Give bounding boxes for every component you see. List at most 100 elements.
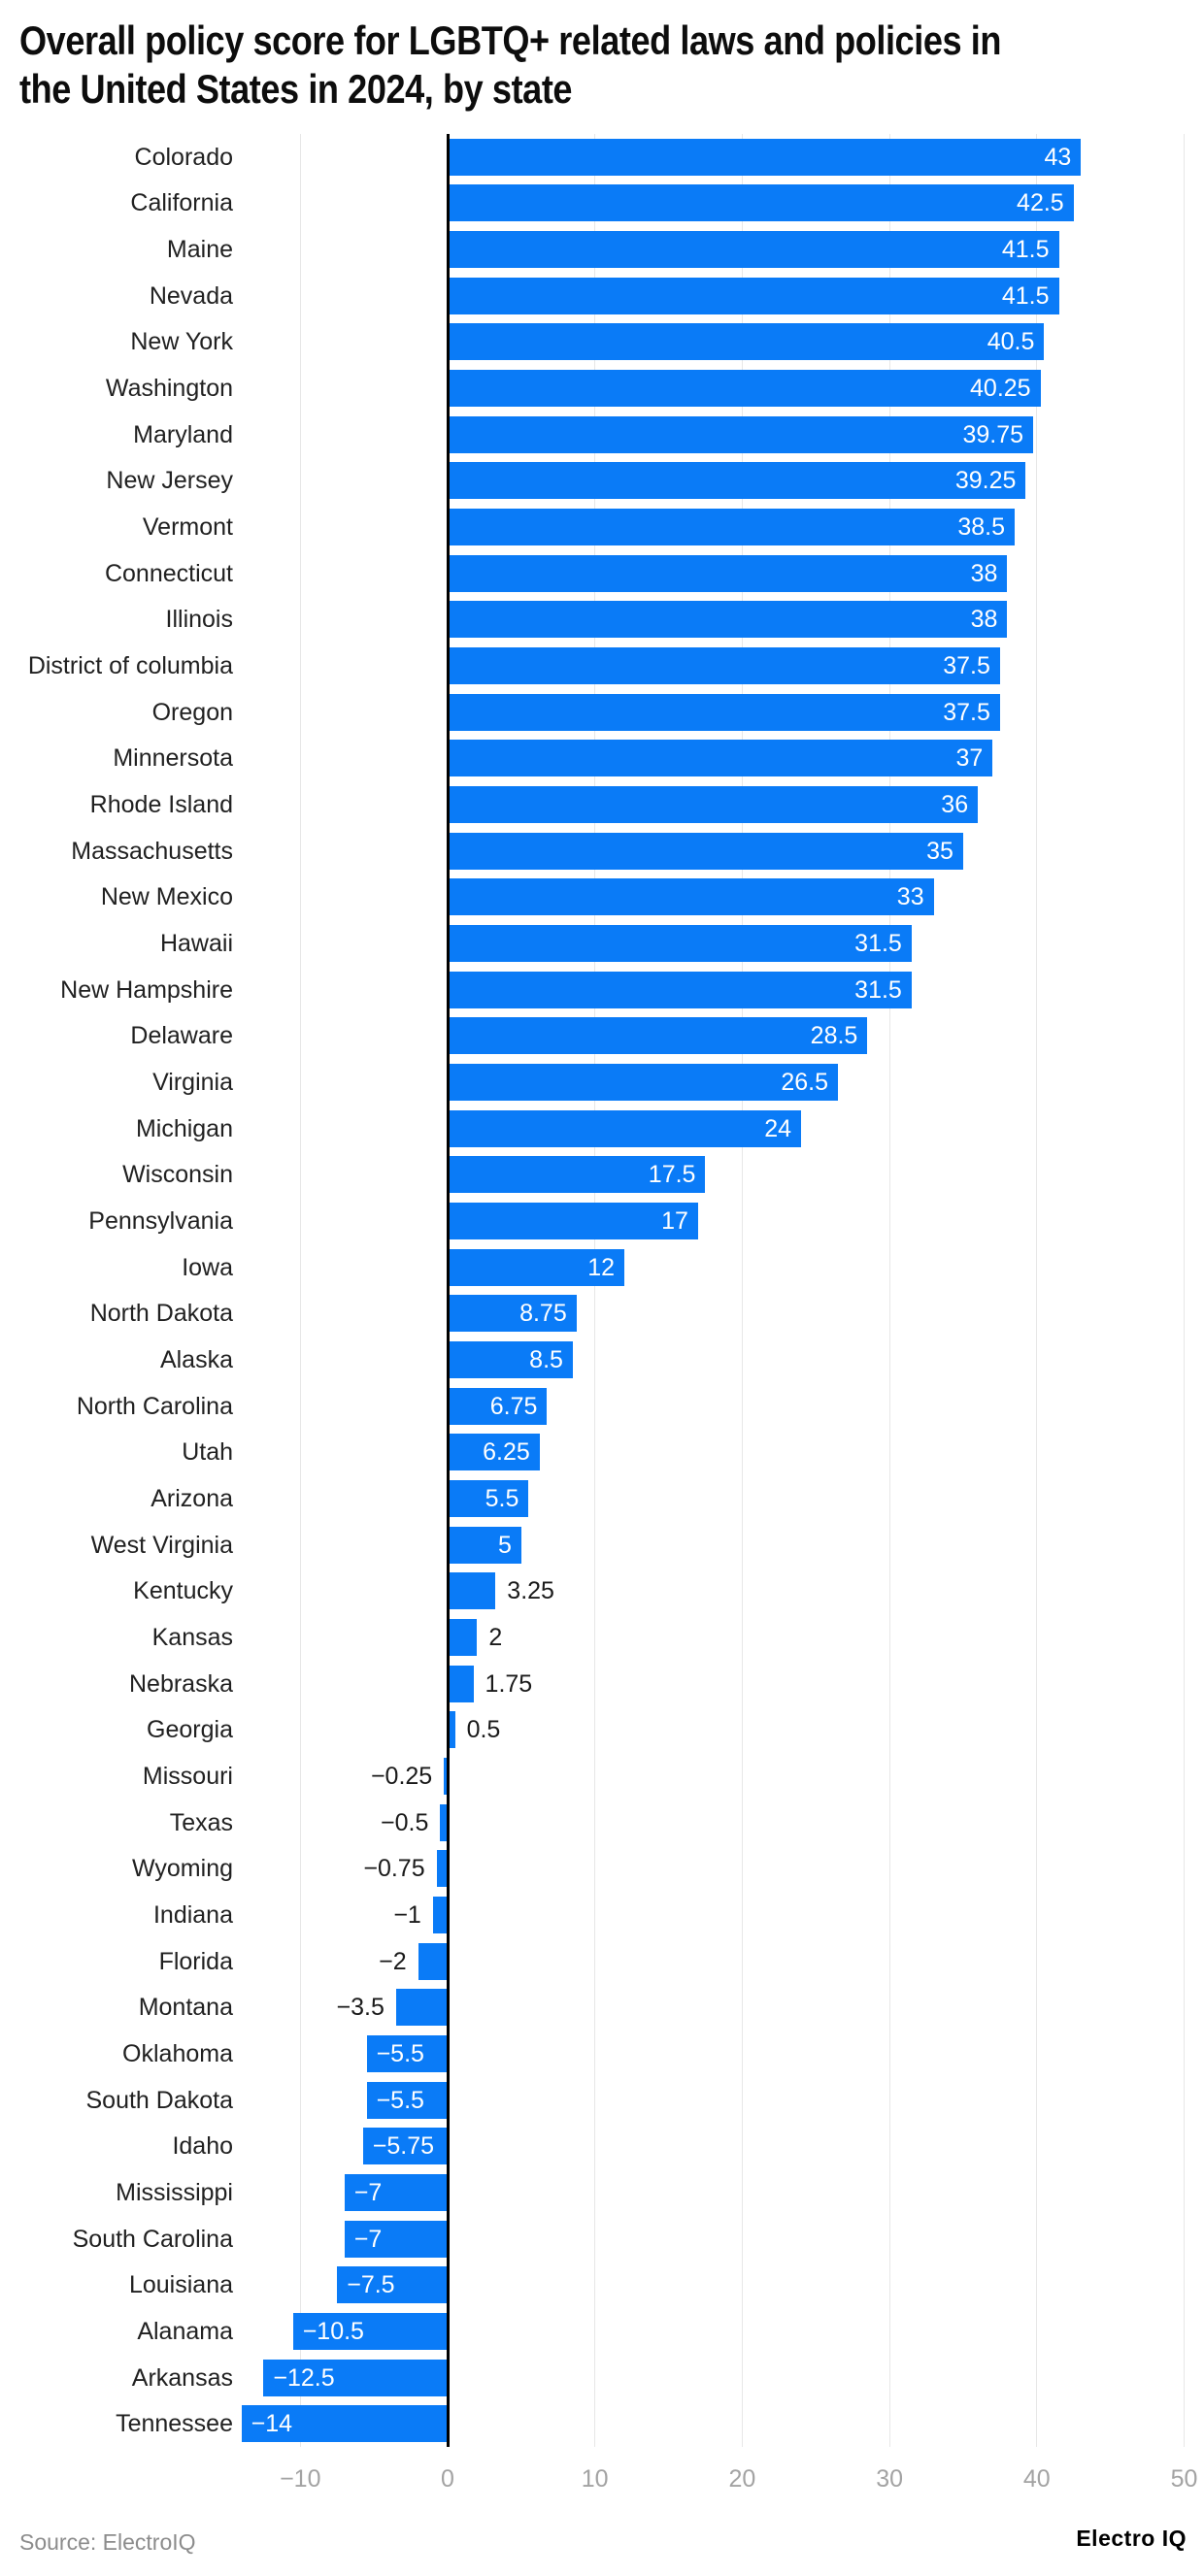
value-label: −5.5 — [376, 2039, 424, 2067]
value-label: 5.5 — [485, 1484, 519, 1512]
x-tick-label: −10 — [280, 2465, 321, 2493]
state-label: South Dakota — [85, 2086, 234, 2114]
state-label: Nebraska — [129, 1669, 233, 1698]
source-text: Source: ElectroIQ — [19, 2529, 196, 2555]
bar — [448, 925, 912, 963]
bar — [241, 2405, 448, 2443]
bar — [448, 509, 1016, 546]
value-label: −3.5 — [336, 1994, 385, 2022]
value-label: 38 — [970, 606, 998, 634]
value-label: 24 — [764, 1114, 792, 1142]
value-label: 42.5 — [1017, 189, 1064, 217]
state-label: New Hampshire — [60, 975, 233, 1004]
state-label: Delaware — [130, 1022, 233, 1050]
value-label: −7 — [353, 2225, 383, 2253]
bar — [448, 323, 1045, 361]
value-label: 17.5 — [648, 1161, 696, 1189]
value-label: −1 — [393, 1900, 421, 1929]
state-label: California — [130, 189, 233, 217]
state-label: Connecticut — [104, 559, 233, 587]
value-label: 5 — [497, 1531, 512, 1559]
value-label: 36 — [941, 791, 969, 819]
value-label: 37 — [955, 744, 984, 773]
bar — [448, 1711, 455, 1749]
value-label: 0.5 — [466, 1716, 501, 1744]
brand-logo-text: Electro IQ — [1076, 2526, 1187, 2551]
value-label: 2 — [488, 1623, 503, 1651]
bar — [448, 1434, 540, 1471]
bar — [344, 2173, 448, 2211]
bar — [418, 1942, 448, 1980]
state-label: Arkansas — [131, 2363, 233, 2392]
bar — [448, 1017, 868, 1055]
bar — [362, 2128, 448, 2165]
value-label: 37.5 — [943, 698, 990, 726]
value-label: 6.25 — [483, 1438, 530, 1467]
state-label: Wisconsin — [122, 1161, 233, 1189]
state-label: Nevada — [149, 281, 233, 310]
chart-title-line1: Overall policy score for LGBTQ+ related … — [19, 17, 1001, 63]
bar — [448, 184, 1074, 222]
state-label: New Mexico — [100, 883, 233, 911]
bar — [448, 1340, 573, 1378]
gridline — [299, 134, 301, 2447]
bar — [436, 1850, 448, 1888]
chart-title-line2: the United States in 2024, by state — [19, 66, 573, 112]
x-tick-label: 30 — [876, 2465, 903, 2493]
bar — [337, 2266, 448, 2304]
state-label: Georgia — [147, 1716, 233, 1744]
bar — [448, 415, 1033, 453]
bar — [448, 1248, 625, 1286]
bar — [448, 1156, 706, 1194]
state-label: North Carolina — [76, 1392, 233, 1420]
state-label: Oklahoma — [122, 2039, 233, 2067]
state-label: Maryland — [133, 420, 233, 448]
value-label: 1.75 — [485, 1669, 533, 1698]
state-label: Maine — [166, 236, 233, 264]
bar — [448, 647, 1000, 685]
bar — [448, 740, 993, 777]
value-label: −10.5 — [302, 2317, 364, 2345]
state-label: District of columbia — [27, 652, 233, 680]
state-label: Hawaii — [159, 930, 233, 958]
value-label: −0.5 — [381, 1808, 429, 1836]
state-label: Tennessee — [116, 2410, 233, 2438]
value-label: −7 — [353, 2178, 383, 2206]
bar — [448, 1479, 529, 1517]
state-label: Minnersota — [113, 744, 233, 773]
state-label: Colorado — [134, 143, 233, 171]
state-label: Illinois — [165, 606, 233, 634]
value-label: −5.5 — [376, 2086, 424, 2114]
value-label: −2 — [379, 1947, 407, 1975]
state-label: Massachusetts — [71, 837, 233, 865]
state-label: Indiana — [152, 1900, 233, 1929]
bar — [432, 1896, 448, 1933]
state-label: Montana — [138, 1994, 233, 2022]
state-label: Pennsylvania — [88, 1207, 233, 1235]
state-label: Oregon — [151, 698, 233, 726]
value-label: 39.25 — [954, 467, 1017, 495]
state-label: Idaho — [172, 2132, 233, 2161]
state-label: Wyoming — [132, 1855, 233, 1883]
bar — [448, 878, 934, 916]
state-label: Kentucky — [133, 1577, 233, 1605]
x-tick-label: 0 — [441, 2465, 454, 2493]
bar — [448, 370, 1041, 408]
value-label: −7.5 — [347, 2271, 395, 2299]
gridline — [594, 134, 596, 2447]
state-label: North Dakota — [89, 1300, 233, 1328]
bar — [366, 2081, 448, 2119]
state-label: Iowa — [182, 1253, 233, 1281]
value-label: 8.75 — [519, 1300, 567, 1328]
value-label: 28.5 — [810, 1022, 858, 1050]
x-tick-label: 20 — [728, 2465, 756, 2493]
bar — [448, 1387, 548, 1425]
bar — [448, 832, 963, 870]
value-label: 17 — [661, 1207, 688, 1235]
state-label: Arizona — [150, 1484, 233, 1512]
state-label: New Jersey — [106, 467, 233, 495]
state-label: West Virginia — [90, 1531, 233, 1559]
x-tick-label: 50 — [1170, 2465, 1198, 2493]
state-label: Texas — [169, 1808, 233, 1836]
